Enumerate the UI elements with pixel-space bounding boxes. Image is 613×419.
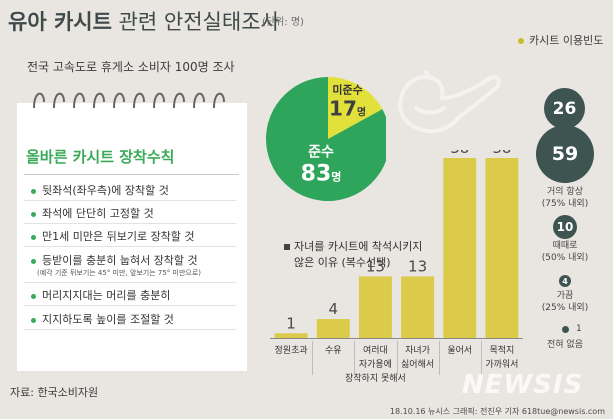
notepad-rings-icon (33, 92, 225, 109)
bullet-icon (31, 258, 36, 264)
rule-divider (24, 223, 236, 224)
rule-divider (24, 329, 236, 330)
rules-title-divider (24, 174, 239, 175)
x-tick-label-line: 정원초과 (274, 346, 308, 356)
unit-label: (단위: 명) (262, 17, 304, 28)
x-label-separator (354, 341, 356, 375)
bar (401, 276, 435, 338)
x-label-separator (396, 341, 398, 375)
x-label-separator (438, 341, 440, 375)
bar (358, 276, 392, 338)
usage-sublabel: (75% 내외) (541, 199, 589, 209)
bar-value-label: 13 (366, 257, 385, 275)
watermark-logo: NEWSIS (462, 370, 584, 400)
usage-bubble (562, 326, 569, 333)
legend-dot-icon (518, 38, 524, 44)
rule-item: 지지하도록 높이를 조절할 것 (31, 311, 174, 327)
title-light: 관련 안전실태조사 (111, 10, 280, 34)
bar-value-label: 1 (286, 314, 296, 332)
rules-title: 올바른 카시트 장착수칙 (26, 148, 175, 166)
rule-divider (24, 282, 236, 283)
rule-divider (24, 305, 236, 306)
pie-slice-label: 준수 (308, 144, 334, 160)
bar (274, 333, 308, 338)
reason-question: 자녀를 카시트에 착석시키지 않은 이유 (복수선택) (284, 239, 422, 271)
usage-bubble: 4 (559, 275, 571, 287)
x-tick-label-line: 싫어해서 (401, 360, 435, 370)
x-axis-line (270, 338, 523, 339)
reason-question-line: 자녀를 카시트에 착석시키지 (284, 239, 422, 255)
rule-item: 만1세 미만은 뒤보기로 장착할 것 (31, 228, 195, 244)
x-tick-label-line: 울어서 (447, 346, 473, 356)
pie-slice-value: 17명 (329, 96, 366, 120)
x-tick-label-line: 여러대 (362, 346, 388, 356)
rule-divider (24, 200, 236, 201)
x-label-separator (480, 341, 482, 375)
bar-value-label: 38 (450, 150, 469, 157)
bar-value-label: 4 (328, 300, 338, 318)
x-tick-label-line: 장착하지 못해서 (344, 374, 406, 384)
usage-legend: 카시트 이용빈도 (518, 32, 603, 48)
x-label-separator (312, 341, 314, 375)
bar-value-label: 38 (492, 150, 511, 157)
usage-value: 1 (576, 324, 582, 334)
title-bold: 유아 카시트 (8, 10, 112, 34)
rule-item: 뒷좌석(좌우측)에 장착할 것 (31, 182, 169, 198)
credit-line: 18.10.16 뉴시스 그래픽: 전진우 기자 618tue@newsis.c… (389, 407, 605, 416)
x-tick-label-line: 자가용에 (358, 360, 392, 370)
bullet-icon (31, 234, 36, 240)
source-label: 자료: 한국소비자원 (10, 386, 99, 399)
bullet-icon (31, 293, 36, 299)
survey-subtitle: 전국 고속도로 휴게소 소비자 100명 조사 (27, 60, 235, 74)
square-bullet-icon (284, 244, 290, 250)
usage-sublabel: (25% 내외) (541, 303, 589, 313)
usage-bubble: 59 (536, 125, 594, 183)
usage-sublabel: (50% 내외) (541, 253, 589, 263)
pie-slice (328, 77, 383, 139)
bullet-icon (31, 317, 36, 323)
usage-label: 전혀 없음 (547, 340, 583, 350)
car-seat-icon (398, 70, 501, 134)
usage-label: 때때로 (552, 241, 578, 251)
reason-bar-chart: 1 4 13 13 38 38 (274, 150, 519, 338)
usage-bubble: 10 (553, 215, 577, 239)
bar-value-label: 13 (408, 257, 427, 275)
x-tick-label: 정원초과 (275, 344, 308, 358)
reason-question-line: 않은 이유 (복수선택) (294, 256, 391, 269)
x-tick-label-line: 수유 (324, 346, 342, 356)
bar (485, 158, 519, 338)
rule-note: (예각 기준 뒤보기는 45° 미만, 앞보기는 75° 미만으로) (37, 269, 201, 277)
x-tick-label-line: 목적지 (489, 346, 515, 356)
usage-bubble: 26 (544, 88, 585, 129)
rules-notepad (17, 103, 247, 371)
page-title: 유아 카시트 관련 안전실태조사 (8, 6, 280, 36)
pie-slice (266, 77, 386, 201)
pie-slice-value: 83명 (301, 161, 342, 186)
rule-divider (24, 246, 236, 247)
bullet-icon (31, 211, 36, 217)
pie-slice-label: 미준수 (332, 82, 362, 96)
bullet-icon (31, 188, 36, 194)
x-tick-label: 울어서 (447, 344, 472, 358)
bar (316, 319, 350, 338)
x-tick-label: 수유 (325, 344, 342, 358)
x-tick-label-line: 자녀가 (405, 346, 430, 356)
usage-label: 가끔 (556, 291, 574, 301)
x-tick-label-line: 가까워서 (485, 360, 519, 370)
rule-item: 좌석에 단단히 고정할 것 (31, 205, 154, 221)
rule-item: 머리지지대는 머리를 충분히 (31, 287, 170, 303)
bar (443, 158, 477, 338)
rule-item: 등받이를 충분히 눕혀서 장착할 것 (31, 252, 198, 268)
usage-label: 거의 항상 (547, 187, 583, 197)
